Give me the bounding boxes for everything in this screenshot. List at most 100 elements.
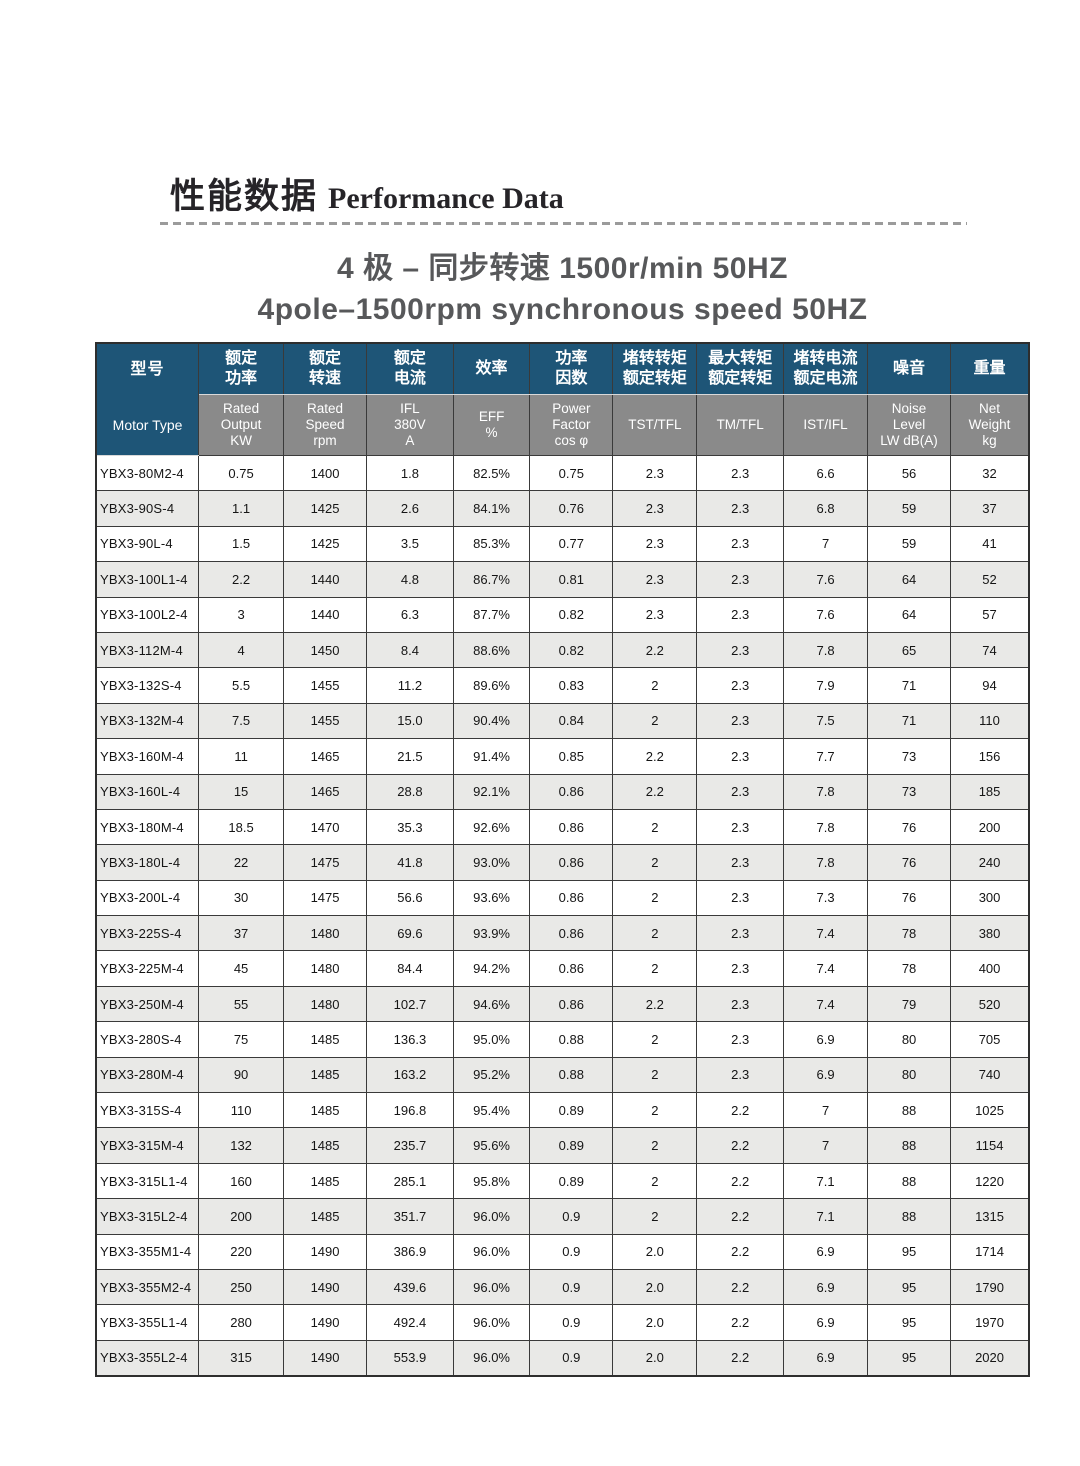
data-cell: 76	[867, 879, 952, 917]
data-cell: 90.4%	[452, 702, 531, 740]
data-cell: 2.3	[612, 561, 698, 598]
data-cell: 1425	[283, 490, 368, 527]
header-zh-col-5: 功率 因数	[529, 342, 614, 395]
data-cell: 4.8	[366, 561, 454, 598]
header-zh-col-3: 额定 电流	[366, 342, 454, 395]
data-cell: 400	[950, 950, 1030, 987]
data-cell: 15	[198, 773, 285, 810]
data-cell: 15.0	[366, 702, 454, 740]
data-cell: 85.3%	[452, 525, 531, 563]
data-cell: 2.3	[612, 454, 698, 492]
header-zh-col-9: 噪音	[867, 342, 952, 395]
data-cell: 2.3	[696, 525, 785, 563]
data-cell: 59	[867, 525, 952, 563]
data-cell: 1714	[950, 1233, 1030, 1270]
data-cell: 7.8	[783, 631, 869, 669]
data-cell: 705	[950, 1021, 1030, 1058]
data-cell: 76	[867, 808, 952, 846]
header-en-col-2: Rated Speed rpm	[283, 394, 368, 456]
motor-type-cell: YBX3-180M-4	[95, 808, 200, 846]
data-cell: 7.1	[783, 1198, 869, 1235]
data-cell: 96.0%	[452, 1198, 531, 1235]
data-cell: 95	[867, 1339, 952, 1377]
data-cell: 52	[950, 561, 1030, 598]
data-cell: 439.6	[366, 1268, 454, 1306]
header-en-col-1: Rated Output KW	[198, 394, 285, 456]
data-cell: 11.2	[366, 667, 454, 704]
motor-type-cell: YBX3-355M2-4	[95, 1268, 200, 1306]
data-cell: 2.2	[696, 1304, 785, 1341]
data-cell: 88.6%	[452, 631, 531, 669]
data-cell: 95.6%	[452, 1127, 531, 1164]
data-cell: 4	[198, 631, 285, 669]
motor-type-cell: YBX3-355L1-4	[95, 1304, 200, 1341]
motor-type-cell: YBX3-315M-4	[95, 1127, 200, 1164]
data-cell: 7.8	[783, 773, 869, 810]
table-row: YBX3-225S-4 37 1480 69.6 93.9% 0.86 2 2.3 7.4 78 3…	[95, 915, 1030, 952]
data-cell: 0.86	[529, 879, 614, 917]
data-cell: 2.3	[696, 702, 785, 740]
data-cell: 7.9	[783, 667, 869, 704]
motor-type-cell: YBX3-100L2-4	[95, 596, 200, 633]
header-zh-col-7: 最大转矩 额定转矩	[696, 342, 785, 395]
data-cell: 2.3	[696, 915, 785, 952]
data-cell: 95.0%	[452, 1021, 531, 1058]
data-cell: 1480	[283, 915, 368, 952]
data-cell: 2.2	[198, 561, 285, 598]
data-cell: 21.5	[366, 738, 454, 775]
table-row: YBX3-90L-4 1.5 1425 3.5 85.3% 0.77 2.3 2.3 7 59 41	[95, 525, 1030, 563]
data-cell: 2	[612, 808, 698, 846]
data-cell: 11	[198, 738, 285, 775]
data-cell: 2.3	[696, 950, 785, 987]
data-cell: 0.86	[529, 808, 614, 846]
data-cell: 1490	[283, 1304, 368, 1341]
data-cell: 1025	[950, 1092, 1030, 1129]
data-cell: 285.1	[366, 1162, 454, 1200]
section-title-en: Performance Data	[328, 182, 564, 215]
data-cell: 1485	[283, 1056, 368, 1094]
data-cell: 73	[867, 738, 952, 775]
data-cell: 2	[612, 1056, 698, 1094]
data-cell: 82.5%	[452, 454, 531, 492]
header-zh-col-4: 效率	[452, 342, 531, 395]
data-cell: 1450	[283, 631, 368, 669]
data-cell: 2.3	[696, 561, 785, 598]
motor-type-cell: YBX3-160L-4	[95, 773, 200, 810]
data-cell: 28.8	[366, 773, 454, 810]
data-cell: 94.2%	[452, 950, 531, 987]
data-cell: 132	[198, 1127, 285, 1164]
data-cell: 56	[867, 454, 952, 492]
data-cell: 0.9	[529, 1198, 614, 1235]
data-cell: 185	[950, 773, 1030, 810]
data-cell: 6.8	[783, 490, 869, 527]
data-cell: 7.4	[783, 915, 869, 952]
data-cell: 6.9	[783, 1304, 869, 1341]
data-cell: 2.2	[696, 1162, 785, 1200]
data-cell: 0.75	[198, 454, 285, 492]
data-cell: 2.3	[696, 490, 785, 527]
motor-type-cell: YBX3-315S-4	[95, 1092, 200, 1129]
data-cell: 5.5	[198, 667, 285, 704]
header-zh-col-8: 堵转电流 额定电流	[783, 342, 869, 395]
table-title-zh: 4 极 – 同步转速 1500r/min 50HZ	[337, 252, 788, 285]
data-cell: 1470	[283, 808, 368, 846]
data-cell: 1425	[283, 525, 368, 563]
data-cell: 2	[612, 844, 698, 881]
data-cell: 37	[950, 490, 1030, 527]
data-cell: 45	[198, 950, 285, 987]
table-row: YBX3-355L1-4 280 1490 492.4 96.0% 0.9 2.0 2.2 6.…	[95, 1304, 1030, 1341]
data-cell: 2.2	[612, 985, 698, 1023]
data-cell: 2.3	[696, 985, 785, 1023]
data-cell: 0.89	[529, 1092, 614, 1129]
data-cell: 280	[198, 1304, 285, 1341]
header-motor-type-zh: 型号	[130, 360, 165, 378]
data-cell: 84.4	[366, 950, 454, 987]
data-cell: 2.3	[696, 738, 785, 775]
data-cell: 7.5	[198, 702, 285, 740]
data-cell: 1485	[283, 1092, 368, 1129]
header-en-col-10: Net Weight kg	[950, 394, 1030, 456]
data-cell: 80	[867, 1021, 952, 1058]
data-cell: 0.83	[529, 667, 614, 704]
motor-type-cell: YBX3-225S-4	[95, 915, 200, 952]
data-cell: 2.3	[696, 631, 785, 669]
